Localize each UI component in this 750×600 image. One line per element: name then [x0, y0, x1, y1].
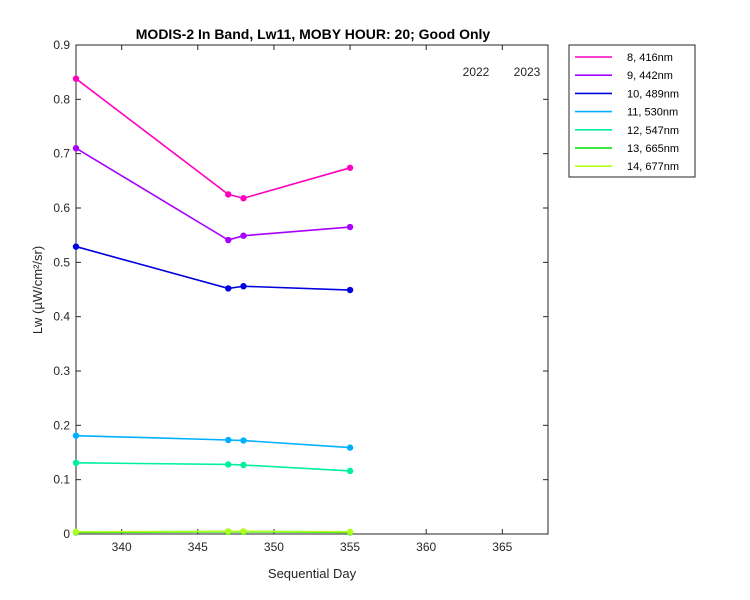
y-tick-label: 0	[63, 527, 70, 541]
legend-label: 14, 677nm	[627, 161, 679, 173]
x-tick-label: 355	[340, 540, 360, 554]
y-axis-label: Lw (µW/cm²/sr)	[30, 246, 45, 334]
data-point	[240, 528, 247, 535]
y-axis: 0 0.1 0.2 0.3 0.4 0.5 0.6 0.7 0.8 0.9	[53, 38, 548, 541]
y-tick-label: 0.7	[53, 147, 70, 161]
series-line	[75, 434, 351, 449]
y-tick-label: 0.2	[53, 418, 70, 432]
data-point	[346, 286, 354, 294]
data-point	[72, 75, 80, 82]
chart-title: MODIS-2 In Band, Lw11, MOBY HOUR: 20; Go…	[136, 26, 491, 42]
legend-label: 8, 416nm	[627, 52, 673, 64]
legend-label: 9, 442nm	[627, 70, 673, 82]
data-point	[225, 436, 232, 444]
plot-area	[75, 44, 549, 535]
y-tick-label: 0.3	[53, 364, 70, 378]
x-axis: 340 345 350 355 360 365	[112, 45, 513, 554]
data-point	[225, 191, 232, 198]
data-point	[225, 236, 232, 244]
x-tick-label: 360	[416, 540, 436, 554]
data-point	[240, 283, 247, 290]
data-point	[240, 232, 247, 239]
data-point	[72, 459, 80, 467]
data-point	[72, 145, 80, 152]
y-tick-label: 0.5	[53, 255, 70, 269]
x-axis-label: Sequential Day	[268, 566, 357, 581]
legend-items: 8, 416nm 9, 442nm 10, 489nm 11, 530nm 12, 54…	[575, 52, 679, 173]
y-tick-label: 0.4	[53, 310, 70, 324]
x-tick-label: 365	[492, 540, 512, 554]
data-point	[225, 461, 232, 468]
legend-label: 13, 665nm	[627, 143, 679, 155]
data-point	[346, 528, 354, 536]
series-line	[75, 78, 351, 200]
legend-label: 11, 530nm	[627, 107, 678, 119]
legend-label: 12, 547nm	[627, 125, 679, 137]
y-tick-label: 0.8	[53, 92, 70, 106]
data-point	[346, 223, 354, 231]
data-point	[240, 437, 247, 444]
data-point	[346, 467, 354, 475]
y-tick-label: 0.1	[53, 473, 70, 487]
x-tick-label: 345	[188, 540, 208, 554]
y-tick-label: 0.9	[53, 38, 70, 52]
series-line	[75, 147, 351, 241]
data-point	[225, 528, 232, 535]
annotation-2022: 2022	[463, 65, 490, 79]
annotation-2023: 2023	[514, 65, 541, 79]
series-line	[75, 462, 351, 472]
legend	[568, 44, 696, 178]
data-point	[240, 461, 247, 469]
data-point	[72, 432, 80, 439]
x-tick-label: 340	[112, 540, 132, 554]
data-point	[346, 164, 354, 171]
data-point	[72, 243, 80, 250]
data-point	[346, 444, 354, 451]
data-point	[225, 285, 232, 292]
series-line	[75, 245, 351, 291]
legend-label: 10, 489nm	[627, 88, 679, 100]
x-tick-label: 350	[264, 540, 284, 554]
y-tick-label: 0.6	[53, 201, 70, 215]
series-group	[72, 75, 354, 536]
data-point	[72, 528, 80, 536]
data-point	[240, 195, 247, 202]
series-line	[75, 530, 351, 533]
